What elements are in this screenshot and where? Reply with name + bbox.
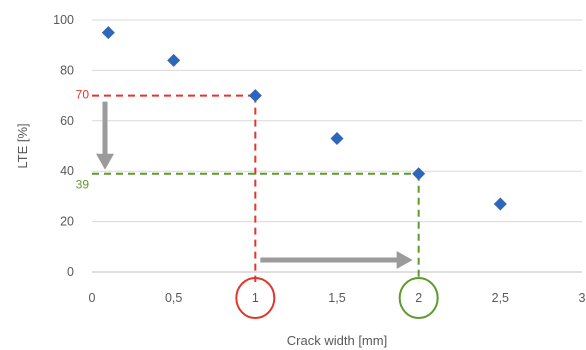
data-point (493, 197, 507, 211)
x-tick-label: 1 (252, 291, 259, 305)
annotations: 70 39 (76, 88, 90, 192)
data-point (167, 53, 181, 67)
annotation-label: 39 (76, 178, 90, 192)
y-tick-labels: 0 20 40 60 80 100 (53, 13, 74, 279)
data-point (101, 26, 115, 40)
data-points (101, 26, 507, 211)
x-tick-label: 1,5 (328, 291, 345, 305)
highlight-circles (235, 277, 439, 319)
arrow-down-head (96, 153, 114, 170)
highlight-circle (398, 277, 439, 319)
y-tick-label: 60 (60, 114, 74, 128)
y-tick-label: 100 (53, 13, 74, 27)
data-point (330, 131, 344, 145)
x-tick-label: 3 (579, 291, 586, 305)
data-point (412, 167, 426, 181)
x-tick-label: 2 (415, 291, 422, 305)
y-tick-label: 0 (67, 265, 74, 279)
highlight-circle (235, 277, 276, 319)
x-tick-label: 0 (89, 291, 96, 305)
x-tick-labels: 0 0,5 1 1,5 2 2,5 3 (89, 291, 586, 305)
annotation-label: 70 (76, 88, 90, 102)
arrows (96, 101, 413, 269)
gridlines (92, 19, 582, 273)
y-axis-title: LTE [%] (15, 123, 30, 168)
guide-lines (92, 94, 420, 282)
y-tick-label: 40 (60, 164, 74, 178)
x-tick-label: 2,5 (492, 291, 509, 305)
x-tick-label: 0,5 (165, 291, 182, 305)
x-axis-title: Crack width [mm] (287, 333, 387, 348)
arrow-right-head (396, 251, 413, 269)
data-point (248, 89, 262, 103)
y-tick-label: 80 (60, 63, 74, 77)
y-tick-label: 20 (60, 215, 74, 229)
